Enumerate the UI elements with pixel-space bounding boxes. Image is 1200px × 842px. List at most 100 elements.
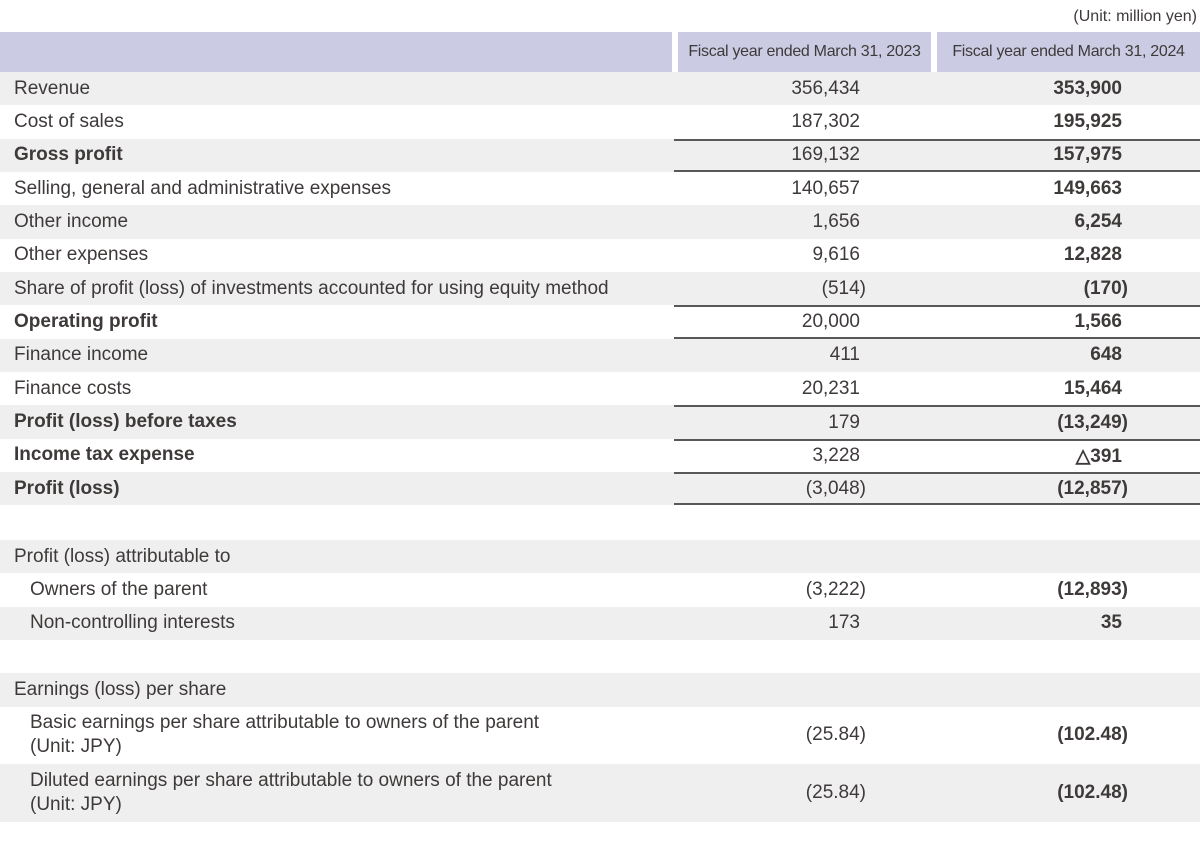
- row-values: 173 35: [674, 607, 1200, 640]
- table-header-row: Fiscal year ended March 31, 2023 Fiscal …: [0, 32, 1200, 72]
- row-values: 20,231 15,464: [674, 372, 1200, 405]
- row-label: Cost of sales: [14, 111, 124, 133]
- row-values: (3,048) (12,857): [674, 472, 1200, 506]
- row-label-line1: Basic earnings per share attributable to…: [30, 712, 540, 734]
- fy2023-value: 411: [829, 344, 860, 366]
- section-spacer: [0, 640, 1200, 673]
- fy2024-value: 35: [1100, 612, 1122, 634]
- fy2023-value: 356,434: [791, 77, 860, 99]
- row-values: 3,228 △391: [674, 438, 1200, 472]
- row-label: Other income: [14, 211, 129, 233]
- unit-note: (Unit: million yen): [1073, 8, 1197, 25]
- row-label: Non-controlling interests: [30, 612, 235, 634]
- table-row-profit-before-taxes: Profit (loss) before taxes 179 (13,249): [0, 405, 1200, 439]
- table-row-cost-of-sales: Cost of sales 187,302 195,925: [0, 105, 1200, 138]
- row-label: Basic earnings per share attributable to…: [0, 707, 539, 765]
- fy2023-value: (514): [821, 277, 866, 299]
- fy2024-value: 157,975: [1053, 144, 1122, 166]
- fy2023-value: (3,048): [805, 477, 866, 499]
- table-row-other-income: Other income 1,656 6,254: [0, 205, 1200, 239]
- fy2024-value: (12,893): [1057, 578, 1128, 600]
- fy2023-value: 3,228: [812, 445, 860, 467]
- table-row-non-controlling-interests: Non-controlling interests 173 35: [0, 606, 1200, 640]
- header-gap: [931, 32, 937, 72]
- table-row-gross-profit: Gross profit 169,132 157,975: [0, 138, 1200, 173]
- fy2023-value: 9,616: [812, 244, 860, 266]
- table-row-share-of-profit-equity-method: Share of profit (loss) of investments ac…: [0, 272, 1200, 306]
- fy2023-value: 179: [828, 412, 860, 434]
- section-spacer: [0, 505, 1200, 540]
- row-label: Other expenses: [14, 244, 149, 266]
- table-row-owners-of-parent: Owners of the parent (3,222) (12,893): [0, 573, 1200, 606]
- fy2024-value: △391: [1075, 445, 1122, 467]
- fy2023-value: 1,656: [812, 211, 860, 233]
- row-values: 1,656 6,254: [674, 205, 1200, 238]
- fy2024-value: (102.48): [1057, 724, 1128, 746]
- fy2024-value: (13,249): [1057, 412, 1128, 434]
- row-label: Gross profit: [14, 144, 123, 166]
- row-values: (514) (170): [674, 272, 1200, 305]
- table-row-diluted-eps: Diluted earnings per share attributable …: [0, 764, 1200, 822]
- fy2023-value: 140,657: [791, 177, 860, 199]
- table-row-other-expenses: Other expenses 9,616 12,828: [0, 239, 1200, 272]
- row-label: Finance costs: [14, 377, 132, 399]
- fy2023-value: 20,231: [801, 377, 860, 399]
- row-values: 20,000 1,566: [674, 305, 1200, 339]
- row-values: 187,302 195,925: [674, 105, 1200, 138]
- fy2024-value: 648: [1090, 344, 1122, 366]
- row-values: (25.84) (102.48): [674, 764, 1200, 822]
- fy2024-value: 1,566: [1074, 311, 1122, 333]
- row-label: Diluted earnings per share attributable …: [0, 764, 552, 822]
- table-row-finance-income: Finance income 411 648: [0, 338, 1200, 373]
- header-fy2024: Fiscal year ended March 31, 2024: [937, 32, 1200, 72]
- header-gap: [672, 32, 678, 72]
- row-values: 169,132 157,975: [674, 138, 1200, 173]
- fy2024-value: 195,925: [1053, 111, 1122, 133]
- row-values: (25.84) (102.48): [674, 707, 1200, 765]
- fy2024-value: (102.48): [1057, 782, 1128, 804]
- table-row-sga-expenses: Selling, general and administrative expe…: [0, 172, 1200, 205]
- row-values: 179 (13,249): [674, 405, 1200, 438]
- row-label: Owners of the parent: [30, 578, 208, 600]
- fy2024-value: 12,828: [1063, 244, 1122, 266]
- table-row-finance-costs: Finance costs 20,231 15,464: [0, 372, 1200, 405]
- fy2024-value: 15,464: [1063, 377, 1122, 399]
- row-values: 140,657 149,663: [674, 172, 1200, 205]
- row-label: Selling, general and administrative expe…: [14, 177, 392, 199]
- section-heading-eps: Earnings (loss) per share: [0, 673, 1200, 707]
- row-label: Finance income: [14, 344, 149, 366]
- fy2024-value: 149,663: [1053, 177, 1122, 199]
- section-heading-label: Earnings (loss) per share: [14, 679, 227, 701]
- fy2023-value: 187,302: [791, 111, 860, 133]
- section-heading-label: Profit (loss) attributable to: [14, 545, 231, 567]
- row-values: 411 648: [674, 339, 1200, 372]
- fy2023-value: (25.84): [805, 782, 866, 804]
- row-label-line2: (Unit: JPY): [30, 736, 122, 758]
- row-label: Income tax expense: [14, 444, 195, 466]
- row-label-line1: Diluted earnings per share attributable …: [30, 770, 552, 792]
- row-values: 9,616 12,828: [674, 239, 1200, 272]
- row-label: Share of profit (loss) of investments ac…: [14, 277, 609, 299]
- fy2023-value: 173: [828, 612, 860, 634]
- row-label: Profit (loss): [14, 477, 120, 499]
- fy2023-value: 20,000: [801, 311, 860, 333]
- header-fy2023: Fiscal year ended March 31, 2023: [678, 32, 931, 72]
- fy2023-value: (25.84): [805, 724, 866, 746]
- row-label: Profit (loss) before taxes: [14, 411, 237, 433]
- table-row-basic-eps: Basic earnings per share attributable to…: [0, 707, 1200, 765]
- fy2023-value: (3,222): [805, 578, 866, 600]
- row-label: Revenue: [14, 77, 91, 99]
- table-row-income-tax-expense: Income tax expense 3,228 △391: [0, 438, 1200, 472]
- fy2023-value: 169,132: [791, 144, 860, 166]
- fy2024-value: (170): [1083, 277, 1128, 299]
- table-row-revenue: Revenue 356,434 353,900: [0, 72, 1200, 106]
- section-heading-attributable: Profit (loss) attributable to: [0, 539, 1200, 574]
- fy2024-value: (12,857): [1057, 477, 1128, 499]
- row-label-line2: (Unit: JPY): [30, 794, 122, 816]
- header-empty-cell: [0, 32, 672, 72]
- row-label: Operating profit: [14, 311, 158, 333]
- fy2024-value: 353,900: [1053, 77, 1122, 99]
- table-row-profit-loss: Profit (loss) (3,048) (12,857): [0, 472, 1200, 506]
- fy2024-value: 6,254: [1074, 211, 1122, 233]
